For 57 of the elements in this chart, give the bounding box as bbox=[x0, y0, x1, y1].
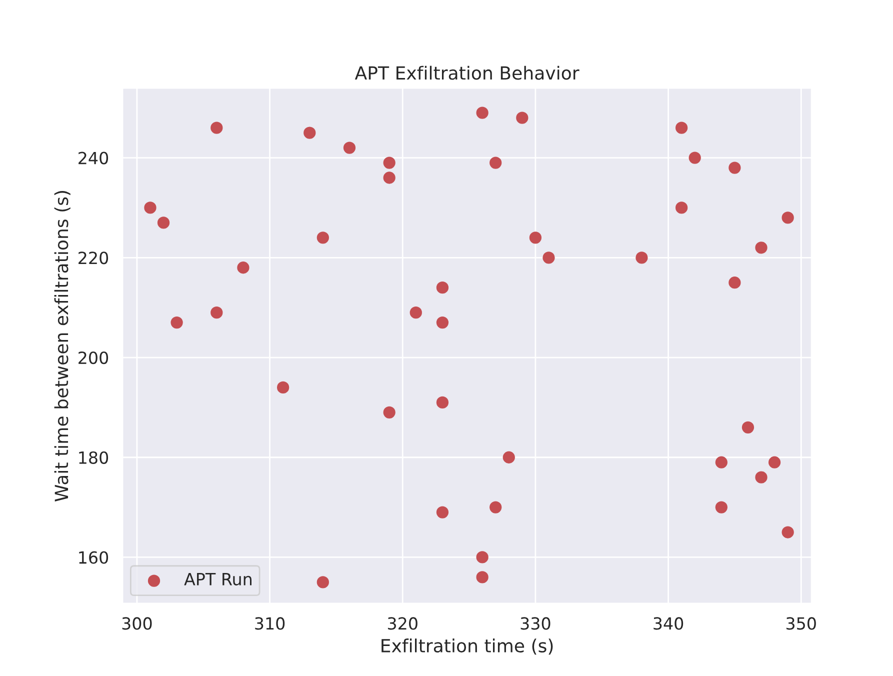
point bbox=[436, 282, 449, 294]
point bbox=[304, 126, 316, 139]
point bbox=[675, 202, 688, 214]
x-tick-label: 350 bbox=[786, 617, 816, 630]
x-tick-label: 300 bbox=[122, 617, 152, 630]
point bbox=[490, 501, 502, 514]
point bbox=[742, 421, 754, 434]
point bbox=[516, 112, 528, 124]
point bbox=[728, 162, 741, 174]
point bbox=[210, 122, 223, 134]
point bbox=[410, 306, 422, 319]
point bbox=[436, 396, 449, 409]
x-axis-title: Exfiltration time (s) bbox=[382, 638, 553, 655]
point bbox=[144, 202, 156, 214]
point bbox=[316, 232, 329, 244]
point bbox=[490, 156, 502, 169]
point bbox=[636, 252, 648, 264]
x-tick-label: 320 bbox=[388, 617, 418, 630]
point bbox=[715, 501, 728, 514]
point bbox=[728, 276, 741, 289]
y-tick-label: 240 bbox=[78, 152, 108, 164]
point bbox=[755, 471, 768, 484]
point bbox=[755, 242, 768, 254]
point bbox=[502, 451, 515, 464]
y-axis-title: Wait time between exfiltrations (s) bbox=[54, 191, 70, 502]
x-tick-label: 340 bbox=[654, 617, 684, 630]
point bbox=[237, 262, 250, 274]
y-tick-label: 160 bbox=[79, 551, 108, 564]
point bbox=[276, 381, 290, 394]
point bbox=[157, 216, 170, 229]
point bbox=[316, 576, 329, 588]
y-tick-label: 220 bbox=[78, 252, 108, 264]
point bbox=[782, 526, 794, 538]
point bbox=[768, 456, 781, 468]
point bbox=[675, 122, 688, 134]
point bbox=[715, 456, 728, 468]
legend-label: APT Run bbox=[184, 573, 252, 586]
x-tick-label: 330 bbox=[520, 617, 550, 630]
point bbox=[383, 156, 396, 169]
point bbox=[688, 152, 701, 164]
point bbox=[383, 172, 396, 184]
point bbox=[436, 506, 449, 518]
point bbox=[436, 316, 449, 329]
point bbox=[170, 316, 183, 329]
y-tick-label: 180 bbox=[79, 451, 108, 464]
x-tick-label: 310 bbox=[255, 617, 285, 630]
point bbox=[476, 551, 488, 564]
point bbox=[529, 232, 542, 244]
point bbox=[542, 252, 555, 264]
point bbox=[210, 306, 223, 319]
y-tick-label: 200 bbox=[78, 351, 108, 364]
chart-title: APT Exfiltration Behavior bbox=[354, 66, 580, 80]
point bbox=[343, 142, 356, 154]
point bbox=[476, 571, 488, 584]
point bbox=[383, 406, 396, 419]
point bbox=[782, 212, 794, 224]
point bbox=[476, 106, 488, 119]
